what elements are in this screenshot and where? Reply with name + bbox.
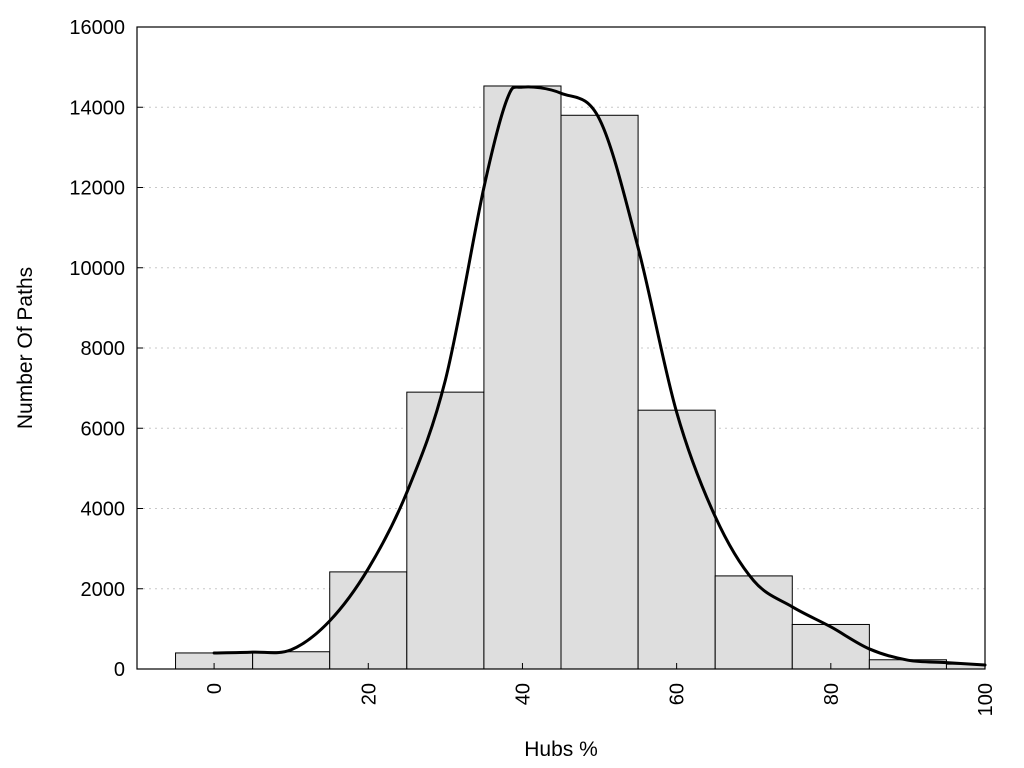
y-axis-title: Number Of Paths	[14, 267, 37, 429]
x-tick-label: 80	[821, 683, 843, 705]
histogram-bar	[483, 85, 562, 670]
histogram-bar	[406, 391, 485, 670]
y-tick-label: 4000	[81, 499, 126, 521]
y-tick-label: 12000	[69, 178, 125, 200]
y-tick-label: 0	[114, 659, 125, 681]
x-tick-label: 20	[358, 683, 380, 705]
y-tick-label: 6000	[81, 418, 126, 440]
histogram-bar	[714, 575, 793, 670]
y-tick-label: 10000	[69, 258, 125, 280]
x-tick-label: 0	[204, 683, 226, 694]
x-tick-label: 40	[512, 683, 534, 705]
y-tick-label: 8000	[81, 338, 126, 360]
fit-curve-layer	[212, 85, 987, 667]
x-tick-label: 60	[667, 683, 689, 705]
distribution-curve	[212, 85, 987, 667]
histogram-bar	[329, 571, 408, 670]
histogram-bar	[637, 409, 716, 670]
axis-ticks: 0 2000 4000 6000 8000 10000 12000 14000 16000 0 20…	[69, 17, 997, 716]
histogram-bar	[560, 114, 639, 670]
y-tick-label: 16000	[69, 17, 125, 39]
histogram-bar	[252, 651, 331, 670]
x-axis-title: Hubs %	[524, 738, 598, 761]
y-tick-label: 14000	[69, 97, 125, 119]
y-tick-label: 2000	[81, 579, 126, 601]
x-tick-label: 100	[975, 683, 997, 716]
histogram-bar	[791, 623, 870, 670]
histogram-bars	[175, 85, 986, 670]
